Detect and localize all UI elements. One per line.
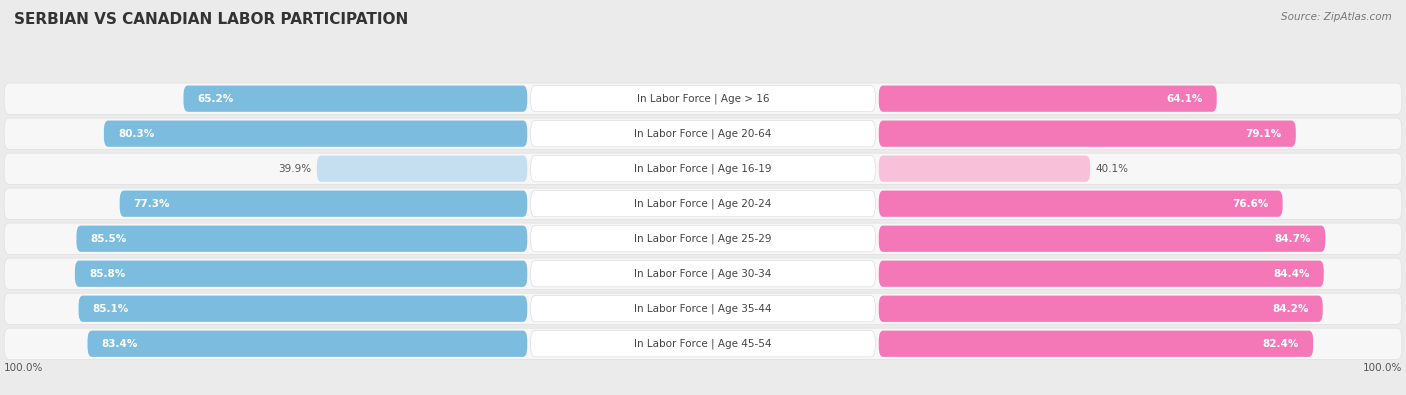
Text: In Labor Force | Age 25-29: In Labor Force | Age 25-29 [634, 233, 772, 244]
Text: 79.1%: 79.1% [1246, 129, 1282, 139]
FancyBboxPatch shape [531, 86, 875, 112]
FancyBboxPatch shape [75, 261, 527, 287]
Text: 40.1%: 40.1% [1095, 164, 1129, 174]
Text: In Labor Force | Age 16-19: In Labor Force | Age 16-19 [634, 164, 772, 174]
FancyBboxPatch shape [879, 156, 1090, 182]
Text: 85.8%: 85.8% [89, 269, 125, 279]
FancyBboxPatch shape [4, 223, 1402, 254]
Text: 85.5%: 85.5% [90, 234, 127, 244]
Text: 84.2%: 84.2% [1272, 304, 1309, 314]
FancyBboxPatch shape [531, 190, 875, 217]
Text: SERBIAN VS CANADIAN LABOR PARTICIPATION: SERBIAN VS CANADIAN LABOR PARTICIPATION [14, 12, 408, 27]
FancyBboxPatch shape [79, 295, 527, 322]
FancyBboxPatch shape [4, 258, 1402, 289]
Text: In Labor Force | Age 20-24: In Labor Force | Age 20-24 [634, 198, 772, 209]
FancyBboxPatch shape [4, 118, 1402, 149]
FancyBboxPatch shape [531, 226, 875, 252]
Text: 83.4%: 83.4% [101, 339, 138, 349]
FancyBboxPatch shape [87, 331, 527, 357]
Text: In Labor Force | Age 35-44: In Labor Force | Age 35-44 [634, 303, 772, 314]
FancyBboxPatch shape [4, 153, 1402, 184]
Text: 80.3%: 80.3% [118, 129, 155, 139]
FancyBboxPatch shape [104, 120, 527, 147]
FancyBboxPatch shape [879, 261, 1324, 287]
FancyBboxPatch shape [879, 331, 1313, 357]
Text: 65.2%: 65.2% [197, 94, 233, 103]
FancyBboxPatch shape [879, 226, 1326, 252]
FancyBboxPatch shape [4, 328, 1402, 359]
FancyBboxPatch shape [4, 83, 1402, 114]
FancyBboxPatch shape [120, 190, 527, 217]
FancyBboxPatch shape [879, 295, 1323, 322]
Text: 84.4%: 84.4% [1274, 269, 1310, 279]
FancyBboxPatch shape [879, 86, 1216, 112]
Text: 76.6%: 76.6% [1232, 199, 1268, 209]
Text: In Labor Force | Age 20-64: In Labor Force | Age 20-64 [634, 128, 772, 139]
Text: 100.0%: 100.0% [1362, 363, 1402, 372]
Text: In Labor Force | Age > 16: In Labor Force | Age > 16 [637, 93, 769, 104]
FancyBboxPatch shape [183, 86, 527, 112]
Text: Source: ZipAtlas.com: Source: ZipAtlas.com [1281, 12, 1392, 22]
Text: 100.0%: 100.0% [4, 363, 44, 372]
FancyBboxPatch shape [316, 156, 527, 182]
Text: In Labor Force | Age 30-34: In Labor Force | Age 30-34 [634, 269, 772, 279]
Text: In Labor Force | Age 45-54: In Labor Force | Age 45-54 [634, 339, 772, 349]
Text: 84.7%: 84.7% [1275, 234, 1312, 244]
FancyBboxPatch shape [879, 120, 1296, 147]
FancyBboxPatch shape [4, 293, 1402, 324]
FancyBboxPatch shape [531, 120, 875, 147]
Text: 82.4%: 82.4% [1263, 339, 1299, 349]
FancyBboxPatch shape [76, 226, 527, 252]
FancyBboxPatch shape [879, 190, 1282, 217]
Text: 39.9%: 39.9% [278, 164, 311, 174]
FancyBboxPatch shape [531, 295, 875, 322]
Text: 77.3%: 77.3% [134, 199, 170, 209]
Text: 85.1%: 85.1% [93, 304, 129, 314]
Text: 64.1%: 64.1% [1167, 94, 1202, 103]
FancyBboxPatch shape [4, 188, 1402, 219]
FancyBboxPatch shape [531, 331, 875, 357]
FancyBboxPatch shape [531, 261, 875, 287]
FancyBboxPatch shape [531, 156, 875, 182]
